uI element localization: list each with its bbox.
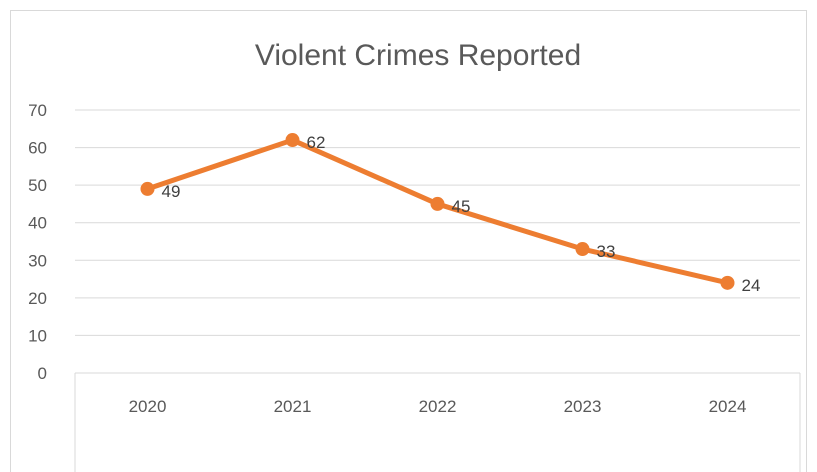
y-tick-label: 30 [28,251,47,270]
chart-frame [10,10,807,472]
x-tick-label: 2021 [274,397,312,416]
x-axis-tick-labels: 2020 2021 2022 2023 2024 [129,397,747,416]
y-tick-label: 40 [28,214,47,233]
data-label: 24 [742,276,761,295]
data-label: 33 [597,242,616,261]
data-point [430,196,445,211]
chart-title: Violent Crimes Reported [255,39,581,72]
data-point [720,275,735,290]
data-label: 49 [162,182,181,201]
y-tick-label: 70 [28,101,47,120]
x-tick-label: 2024 [709,397,747,416]
data-label: 45 [452,197,471,216]
y-tick-label: 10 [28,326,47,345]
data-labels: 49 62 45 33 24 [162,133,761,295]
data-point [140,181,155,196]
series-layer [140,133,735,290]
data-point [575,242,590,257]
y-tick-label: 60 [28,139,47,158]
data-point [285,133,300,148]
y-tick-label: 20 [28,289,47,308]
x-tick-label: 2020 [129,397,167,416]
grid-lines [74,109,801,472]
data-label: 62 [307,133,326,152]
x-tick-label: 2023 [564,397,602,416]
x-tick-label: 2022 [419,397,457,416]
y-tick-label: 50 [28,176,47,195]
y-axis-tick-labels: 0 10 20 30 40 50 60 70 [28,101,47,383]
y-tick-label: 0 [38,364,47,383]
series-line [145,137,730,286]
